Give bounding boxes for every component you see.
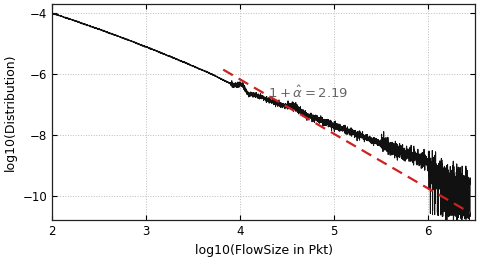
Y-axis label: log10(Distribution): log10(Distribution) — [4, 54, 17, 171]
Text: $1 + \hat{\alpha} = 2.19$: $1 + \hat{\alpha} = 2.19$ — [268, 84, 349, 100]
X-axis label: log10(FlowSize in Pkt): log10(FlowSize in Pkt) — [194, 244, 332, 257]
